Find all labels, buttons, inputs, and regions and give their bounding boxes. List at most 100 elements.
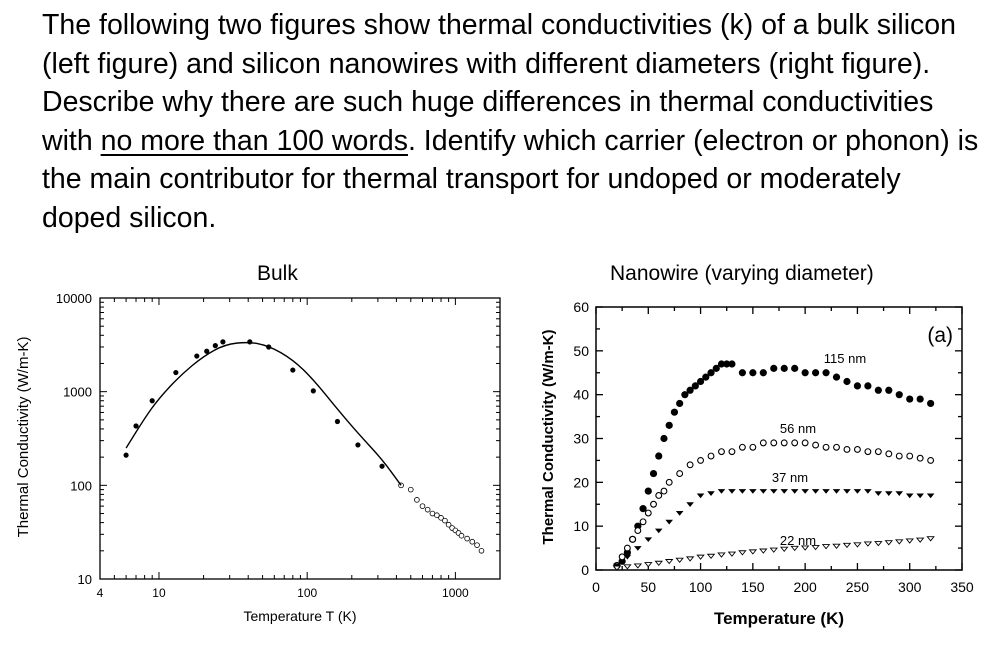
point-115-nm bbox=[691, 382, 699, 390]
point-22-nm bbox=[633, 563, 643, 569]
bulk-high-temp-point bbox=[442, 517, 448, 524]
point-115-nm bbox=[670, 408, 679, 416]
point-56-nm bbox=[874, 448, 882, 456]
point-56-nm bbox=[906, 452, 914, 460]
point-115-nm bbox=[853, 382, 862, 390]
point-56-nm bbox=[623, 544, 631, 552]
nanowire-axis-ticks bbox=[595, 306, 963, 571]
point-56-nm bbox=[707, 452, 715, 460]
point-37-nm bbox=[885, 491, 893, 496]
point-37-nm bbox=[675, 511, 684, 516]
point-115-nm bbox=[885, 386, 893, 394]
point-115-nm bbox=[686, 386, 694, 394]
bulk-data-point bbox=[379, 463, 385, 469]
point-56-nm bbox=[629, 535, 637, 543]
point-115-nm bbox=[843, 377, 851, 386]
x-tick-label: 4 bbox=[97, 586, 104, 600]
point-115-nm bbox=[717, 360, 726, 368]
point-115-nm bbox=[822, 369, 830, 377]
x-tick-label: 1000 bbox=[442, 586, 469, 600]
point-56-nm bbox=[864, 448, 872, 456]
nanowire-data-marks bbox=[612, 360, 935, 571]
bulk-high-temp-point bbox=[424, 506, 431, 513]
point-115-nm bbox=[681, 391, 689, 399]
point-115-nm bbox=[874, 386, 882, 394]
point-22-nm bbox=[727, 551, 737, 557]
bulk-high-temp-point bbox=[445, 521, 452, 528]
bulk-high-temp-point bbox=[438, 515, 444, 521]
point-56-nm bbox=[916, 454, 924, 462]
point-37-nm bbox=[905, 493, 914, 499]
nanowire-tick-labels: 0 50 100 150 200 250 300 350 0 10 20 30 40 50 60 bbox=[573, 299, 973, 595]
point-37-nm bbox=[696, 493, 705, 499]
bulk-high-temp-point bbox=[464, 535, 470, 542]
bulk-high-temp-point bbox=[419, 503, 426, 509]
point-37-nm bbox=[707, 491, 715, 496]
point-115-nm bbox=[676, 399, 684, 408]
point-56-nm bbox=[843, 446, 851, 453]
point-56-nm bbox=[780, 439, 788, 447]
x-tick-label: 300 bbox=[898, 579, 922, 595]
point-37-nm bbox=[916, 493, 924, 499]
point-56-nm bbox=[650, 500, 657, 508]
bulk-data-point bbox=[220, 339, 226, 345]
bulk-axis-ticks bbox=[99, 298, 501, 580]
point-37-nm bbox=[926, 493, 935, 499]
point-22-nm bbox=[696, 554, 705, 560]
point-115-nm bbox=[738, 369, 747, 377]
bulk-fit-line bbox=[125, 341, 402, 486]
point-37-nm bbox=[843, 489, 851, 494]
point-56-nm bbox=[833, 443, 840, 451]
point-115-nm bbox=[702, 373, 710, 381]
point-37-nm bbox=[759, 489, 768, 494]
point-115-nm bbox=[696, 377, 705, 386]
series-label-56-nm: 56 nm bbox=[780, 421, 816, 436]
point-37-nm bbox=[717, 489, 726, 494]
x-tick-label: 250 bbox=[846, 579, 870, 595]
point-22-nm bbox=[738, 550, 747, 556]
point-115-nm bbox=[791, 364, 799, 372]
point-22-nm bbox=[821, 544, 831, 550]
point-56-nm bbox=[634, 527, 642, 534]
point-22-nm bbox=[664, 559, 674, 565]
point-22-nm bbox=[790, 545, 799, 552]
point-56-nm bbox=[885, 450, 893, 458]
point-115-nm bbox=[665, 421, 673, 429]
bulk-high-temp-point bbox=[434, 512, 440, 518]
point-22-nm bbox=[748, 549, 758, 555]
point-56-nm bbox=[676, 470, 684, 478]
point-56-nm bbox=[639, 518, 647, 526]
point-56-nm bbox=[718, 448, 725, 456]
point-115-nm bbox=[864, 382, 872, 390]
point-22-nm bbox=[874, 541, 883, 547]
bulk-high-temp-point bbox=[414, 497, 420, 503]
y-tick-label: 10000 bbox=[56, 291, 92, 306]
point-22-nm bbox=[863, 541, 873, 547]
point-56-nm bbox=[697, 456, 705, 464]
point-22-nm bbox=[675, 557, 684, 563]
point-37-nm bbox=[749, 489, 757, 494]
point-37-nm bbox=[728, 489, 736, 494]
point-56-nm bbox=[895, 452, 903, 460]
y-tick-label: 0 bbox=[581, 562, 589, 578]
y-tick-label: 10 bbox=[78, 572, 92, 587]
point-22-nm bbox=[717, 552, 726, 558]
bulk-data-point bbox=[173, 369, 179, 376]
point-37-nm bbox=[644, 537, 653, 543]
y-tick-label: 60 bbox=[573, 299, 589, 315]
point-115-nm bbox=[780, 364, 788, 372]
point-115-nm bbox=[770, 364, 778, 372]
point-115-nm bbox=[649, 469, 658, 478]
bulk-high-temp-point bbox=[407, 486, 414, 493]
point-37-nm bbox=[801, 489, 809, 494]
point-115-nm bbox=[832, 373, 841, 381]
point-115-nm bbox=[728, 360, 736, 368]
x-tick-label: 50 bbox=[640, 579, 656, 595]
series-label-22-nm: 22 nm bbox=[780, 533, 816, 548]
x-tick-label: 100 bbox=[689, 579, 713, 595]
bulk-high-temp-point bbox=[469, 538, 476, 545]
panel-label: (a) bbox=[927, 324, 953, 347]
point-22-nm bbox=[644, 562, 653, 568]
point-22-nm bbox=[926, 536, 935, 542]
point-56-nm bbox=[749, 443, 757, 451]
